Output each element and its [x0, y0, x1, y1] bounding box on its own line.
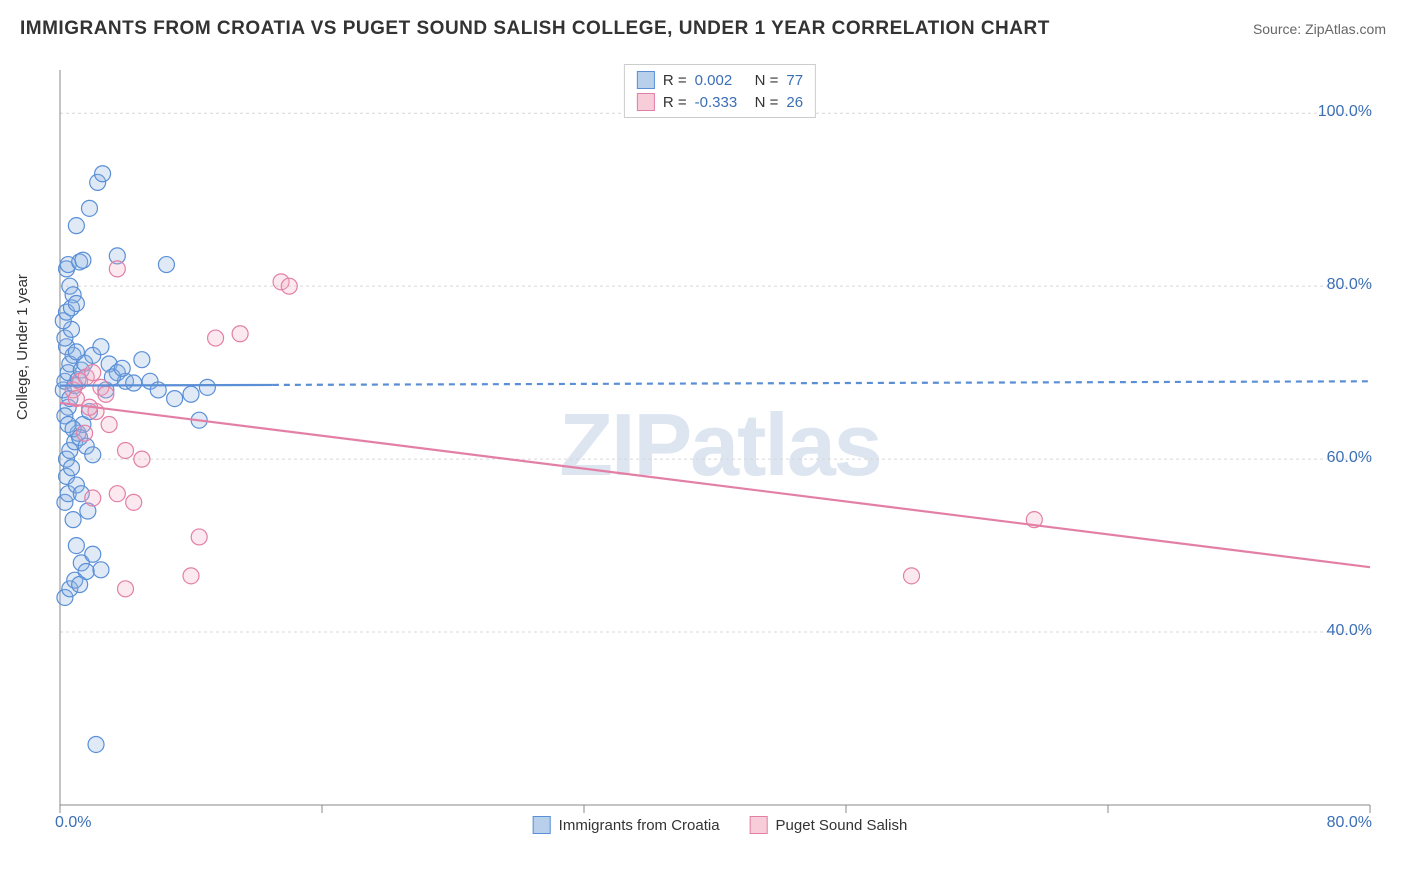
- r-value: 0.002: [695, 72, 747, 89]
- n-label: N =: [755, 94, 779, 111]
- r-value: -0.333: [695, 94, 747, 111]
- r-label: R =: [663, 94, 687, 111]
- n-value: 77: [786, 72, 803, 89]
- chart-title: IMMIGRANTS FROM CROATIA VS PUGET SOUND S…: [20, 18, 1050, 40]
- x-tick-label: 0.0%: [55, 814, 91, 832]
- x-tick-label: 80.0%: [1327, 814, 1372, 832]
- legend-swatch-icon: [533, 816, 551, 834]
- legend-correlation: R = 0.002 N = 77 R = -0.333 N = 26: [624, 64, 816, 118]
- scatter-plot: [50, 60, 1390, 830]
- n-value: 26: [786, 94, 803, 111]
- header: IMMIGRANTS FROM CROATIA VS PUGET SOUND S…: [20, 18, 1386, 40]
- y-tick-label: 80.0%: [1327, 276, 1372, 294]
- legend-label: Puget Sound Salish: [776, 817, 908, 834]
- y-tick-label: 40.0%: [1327, 622, 1372, 640]
- source-prefix: Source:: [1253, 21, 1305, 37]
- legend-swatch-icon: [750, 816, 768, 834]
- legend-series: Immigrants from Croatia Puget Sound Sali…: [533, 816, 908, 834]
- legend-row-series-1: R = 0.002 N = 77: [637, 69, 803, 91]
- y-tick-label: 100.0%: [1318, 103, 1372, 121]
- legend-row-series-2: R = -0.333 N = 26: [637, 91, 803, 113]
- source-name: ZipAtlas.com: [1305, 21, 1386, 37]
- legend-item-series-2: Puget Sound Salish: [750, 816, 908, 834]
- chart-container: IMMIGRANTS FROM CROATIA VS PUGET SOUND S…: [0, 0, 1406, 892]
- y-tick-label: 60.0%: [1327, 449, 1372, 467]
- r-label: R =: [663, 72, 687, 89]
- legend-label: Immigrants from Croatia: [559, 817, 720, 834]
- source-attribution: Source: ZipAtlas.com: [1253, 21, 1386, 37]
- legend-swatch-series-2: [637, 93, 655, 111]
- legend-swatch-series-1: [637, 71, 655, 89]
- n-label: N =: [755, 72, 779, 89]
- y-axis-label: College, Under 1 year: [14, 274, 31, 420]
- chart-area: ZIPatlas R = 0.002 N = 77 R = -0.333 N =…: [50, 60, 1390, 830]
- legend-item-series-1: Immigrants from Croatia: [533, 816, 720, 834]
